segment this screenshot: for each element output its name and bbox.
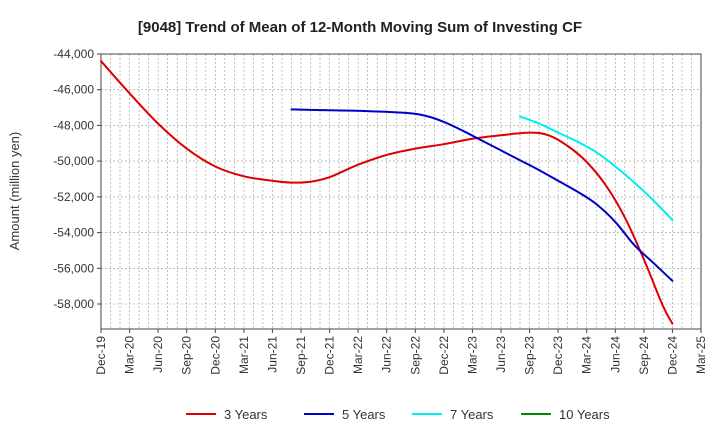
x-tick-label: Sep-20 xyxy=(180,336,194,375)
y-tick-label: -56,000 xyxy=(53,261,94,275)
x-tick-label: Dec-23 xyxy=(551,336,565,375)
x-tick-label: Mar-24 xyxy=(580,336,594,374)
series-line-3-years xyxy=(100,60,674,325)
y-tick-label: -50,000 xyxy=(53,154,94,168)
legend-label-3-years: 3 Years xyxy=(224,407,268,422)
x-tick-label: Jun-24 xyxy=(608,336,622,373)
chart-title: [9048] Trend of Mean of 12-Month Moving … xyxy=(138,19,582,36)
x-tick-label: Mar-21 xyxy=(237,336,251,374)
y-tick-label: -58,000 xyxy=(53,297,94,311)
y-axis: -44,000 -46,000 -48,000 -50,000 -52,000 -54,0… xyxy=(53,47,101,311)
y-tick-label: -52,000 xyxy=(53,190,94,204)
x-tick-label: Dec-19 xyxy=(94,336,108,375)
x-tick-label: Jun-23 xyxy=(494,336,508,373)
x-tick-label: Sep-23 xyxy=(523,336,537,375)
x-tick-label: Mar-20 xyxy=(123,336,137,374)
x-tick-label: Sep-21 xyxy=(294,336,308,375)
x-tick-label: Jun-21 xyxy=(265,336,279,373)
x-tick-label: Jun-22 xyxy=(380,336,394,373)
legend-label-7-years: 7 Years xyxy=(450,407,494,422)
x-tick-label: Sep-22 xyxy=(408,336,422,375)
y-axis-label: Amount (million yen) xyxy=(7,132,22,251)
legend: 3 Years 5 Years 7 Years 10 Years xyxy=(186,407,610,422)
series-line-5-years xyxy=(290,108,674,282)
x-axis: Dec-19 Mar-20 Jun-20 Sep-20 Dec-20 Mar-21 Jun-… xyxy=(94,329,708,375)
x-tick-label: Jun-20 xyxy=(151,336,165,373)
x-tick-label: Mar-22 xyxy=(351,336,365,374)
x-tick-label: Dec-21 xyxy=(323,336,337,375)
y-tick-label: -44,000 xyxy=(53,47,94,61)
x-tick-label: Mar-23 xyxy=(465,336,479,374)
x-tick-label: Dec-24 xyxy=(665,336,679,375)
grid xyxy=(101,54,701,329)
y-tick-label: -54,000 xyxy=(53,226,94,240)
y-tick-label: -46,000 xyxy=(53,83,94,97)
legend-label-10-years: 10 Years xyxy=(559,407,610,422)
x-tick-label: Sep-24 xyxy=(637,336,651,375)
series-line-7-years xyxy=(519,115,674,222)
x-tick-label: Mar-25 xyxy=(694,336,708,374)
series-lines xyxy=(100,60,674,325)
legend-label-5-years: 5 Years xyxy=(342,407,386,422)
x-tick-label: Dec-22 xyxy=(437,336,451,375)
plot-frame xyxy=(100,53,702,330)
x-tick-label: Dec-20 xyxy=(208,336,222,375)
y-tick-label: -48,000 xyxy=(53,118,94,132)
